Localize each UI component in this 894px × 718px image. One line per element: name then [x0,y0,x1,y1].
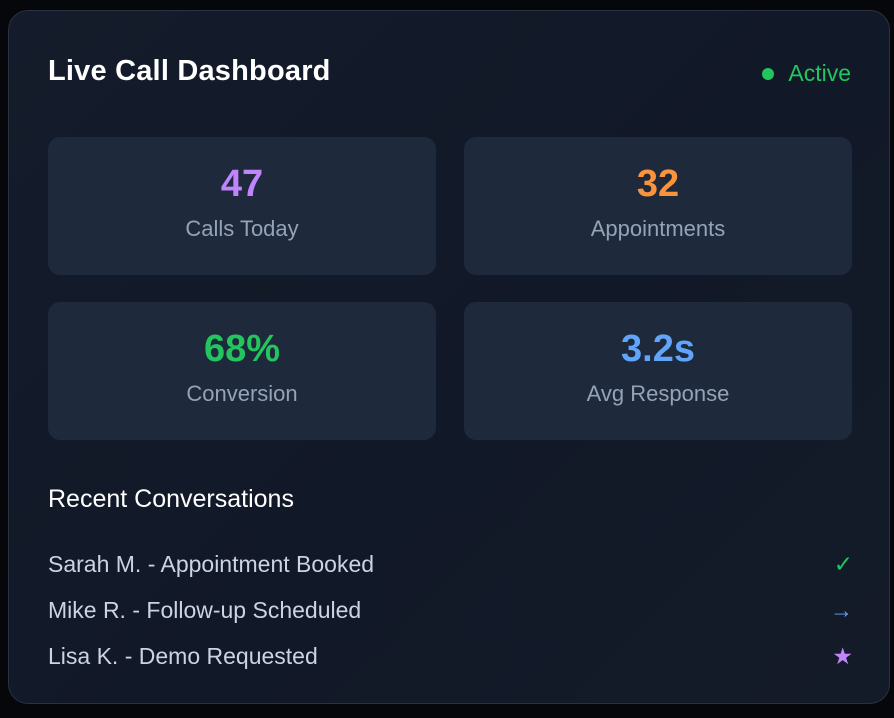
stats-grid: 47 Calls Today 32 Appointments 68% Conve… [48,137,852,440]
stat-label: Conversion [186,380,298,406]
status-indicator: Active [762,60,851,87]
recent-conversations-list: Sarah M. - Appointment Booked ✓ Mike R. … [48,541,853,679]
status-dot-icon [762,67,775,80]
conversation-item[interactable]: Mike R. - Follow-up Scheduled → [48,587,853,633]
stat-card-conversion: 68% Conversion [48,302,436,440]
stat-value: 68% [203,327,281,370]
arrow-right-icon: → [830,596,853,623]
status-label: Active [788,60,851,86]
stat-value: 32 [636,162,680,205]
recent-conversations-title: Recent Conversations [48,485,294,513]
check-icon: ✓ [833,550,853,577]
stat-card-calls-today: 47 Calls Today [48,137,436,275]
conversation-item[interactable]: Lisa K. - Demo Requested ★ [48,633,853,679]
conversation-text: Sarah M. - Appointment Booked [48,550,375,577]
live-call-dashboard-card: Live Call Dashboard Active 47 Calls Toda… [8,10,890,704]
conversation-text: Lisa K. - Demo Requested [48,642,318,669]
stat-label: Avg Response [586,380,730,406]
dashboard-title: Live Call Dashboard [48,55,331,87]
star-icon: ★ [832,642,853,669]
conversation-text: Mike R. - Follow-up Scheduled [48,596,362,623]
stat-card-appointments: 32 Appointments [464,137,852,275]
conversation-item[interactable]: Sarah M. - Appointment Booked ✓ [48,541,853,587]
stat-label: Calls Today [185,215,299,241]
stat-card-avg-response: 3.2s Avg Response [464,302,852,440]
stat-value: 3.2s [621,327,695,370]
stat-value: 47 [220,162,264,205]
stat-label: Appointments [590,215,726,241]
